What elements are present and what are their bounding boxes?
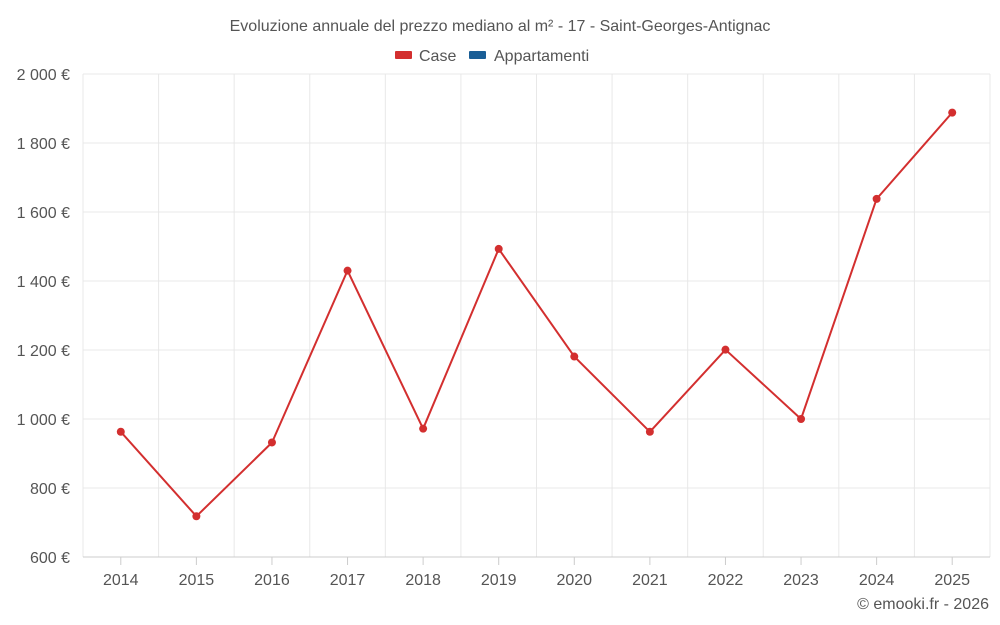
data-point-case[interactable]: [343, 266, 352, 275]
legend-item-appartamenti[interactable]: Appartamenti: [469, 48, 589, 65]
legend-label-case: Case: [419, 48, 456, 65]
x-tick-label: 2020: [556, 572, 592, 589]
y-tick-label: 600 €: [30, 550, 70, 567]
x-axis: 2014 2015 2016 2017 2018 2019 2020 2021 2022 2023…: [83, 556, 990, 589]
data-point-case[interactable]: [570, 352, 579, 361]
x-tick-label: 2015: [179, 572, 215, 589]
y-tick-label: 1 600 €: [17, 205, 70, 222]
data-point-case[interactable]: [645, 427, 654, 436]
data-point-case[interactable]: [872, 194, 881, 203]
y-tick-label: 2 000 €: [17, 67, 70, 84]
data-point-case[interactable]: [267, 438, 276, 447]
legend-swatch-case: [395, 51, 412, 59]
data-point-case[interactable]: [419, 424, 428, 433]
legend-item-case[interactable]: Case: [395, 48, 456, 65]
legend-label-appartamenti: Appartamenti: [494, 48, 589, 65]
legend-swatch-appartamenti: [469, 51, 486, 59]
data-point-case[interactable]: [797, 415, 806, 423]
y-tick-label: 1 800 €: [17, 136, 70, 153]
series-case: [116, 108, 957, 521]
y-tick-label: 1 000 €: [17, 412, 70, 429]
x-tick-label: 2014: [103, 572, 139, 589]
y-tick-label: 1 200 €: [17, 343, 70, 360]
y-axis: 2 000 € 1 800 € 1 600 € 1 400 € 1 200 € 1 000…: [17, 67, 70, 567]
data-point-case[interactable]: [721, 345, 730, 354]
x-tick-label: 2025: [934, 572, 970, 589]
x-tick-label: 2024: [859, 572, 895, 589]
y-tick-label: 1 400 €: [17, 274, 70, 291]
x-tick-label: 2018: [405, 572, 441, 589]
x-tick-label: 2023: [783, 572, 819, 589]
gridlines: [82, 73, 991, 557]
data-point-case[interactable]: [494, 244, 503, 253]
series-line-case: [120, 111, 953, 518]
legend: Case Appartamenti: [395, 48, 589, 65]
data-point-case[interactable]: [948, 108, 957, 117]
x-tick-label: 2022: [708, 572, 744, 589]
x-tick-label: 2019: [481, 572, 517, 589]
x-tick-label: 2016: [254, 572, 290, 589]
data-point-case[interactable]: [192, 512, 201, 521]
x-tick-label: 2017: [330, 572, 366, 589]
x-tick-label: 2021: [632, 572, 668, 589]
data-point-case[interactable]: [116, 427, 125, 436]
chart-title: Evoluzione annuale del prezzo mediano al…: [230, 18, 771, 35]
y-tick-label: 800 €: [30, 481, 70, 498]
credit-text: © emooki.fr - 2026: [857, 596, 989, 613]
